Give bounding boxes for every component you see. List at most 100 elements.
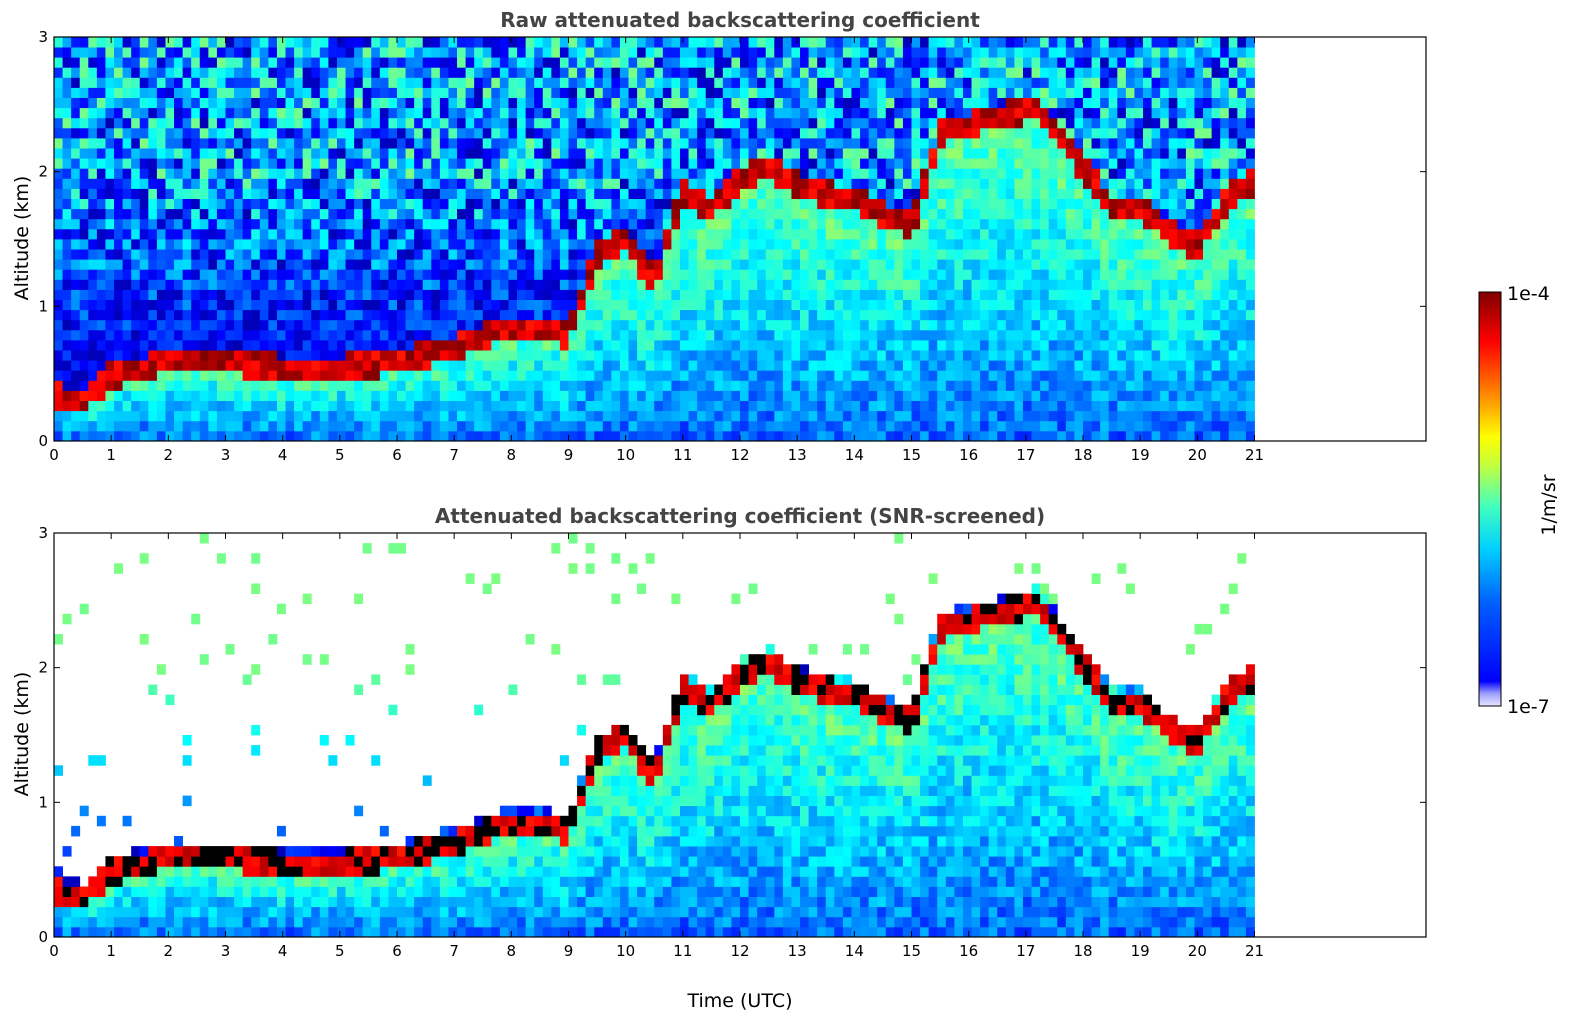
heatmap-cell <box>311 350 321 361</box>
heatmap-cell <box>79 329 89 341</box>
heatmap-cell <box>602 249 612 260</box>
heatmap-cell <box>782 178 792 189</box>
heatmap-cell <box>551 127 561 139</box>
heatmap-cell <box>988 249 998 260</box>
heatmap-cell <box>714 420 724 432</box>
heatmap-cell <box>542 57 552 68</box>
heatmap-cell <box>294 299 304 311</box>
heatmap-cell <box>354 37 364 48</box>
heatmap-cell <box>499 87 509 98</box>
heatmap-cell <box>920 117 930 129</box>
heatmap-cell <box>628 148 638 159</box>
heatmap-cell <box>619 198 629 210</box>
heatmap-cell <box>722 350 732 361</box>
heatmap-cell <box>448 168 458 179</box>
heatmap-cell <box>731 309 741 321</box>
heatmap-cell <box>714 127 724 139</box>
heatmap-cell <box>808 148 818 159</box>
heatmap-cell <box>1074 289 1084 300</box>
heatmap-cell <box>765 420 775 432</box>
heatmap-cell <box>774 370 784 381</box>
heatmap-cell <box>722 57 732 68</box>
heatmap-cell <box>225 360 235 371</box>
heatmap-cell <box>714 228 724 240</box>
heatmap-cell <box>731 97 741 109</box>
heatmap-cell <box>465 198 475 210</box>
heatmap-cell <box>568 77 578 88</box>
heatmap-cell <box>397 410 406 422</box>
heatmap-cell <box>902 138 912 149</box>
heatmap-cell <box>302 37 312 48</box>
heatmap-cell <box>1117 178 1127 189</box>
heatmap-cell <box>1014 309 1024 321</box>
heatmap-cell <box>757 97 767 109</box>
heatmap-cell <box>662 228 672 240</box>
heatmap-cell <box>414 410 424 422</box>
heatmap-cell <box>216 47 226 58</box>
heatmap-cell <box>156 319 166 331</box>
heatmap-cell <box>1065 67 1075 78</box>
heatmap-cell <box>88 390 98 401</box>
heatmap-cell <box>88 340 98 351</box>
heatmap-cell <box>122 329 132 341</box>
heatmap-cell <box>345 289 355 300</box>
heatmap-cell <box>731 390 741 401</box>
heatmap-cell <box>251 309 261 321</box>
heatmap-cell <box>962 168 972 179</box>
heatmap-cell <box>714 218 724 230</box>
heatmap-cell <box>817 178 827 189</box>
heatmap-cell <box>782 239 792 250</box>
heatmap-cell <box>602 279 612 290</box>
heatmap-cell <box>551 329 561 341</box>
heatmap-cell <box>568 269 578 280</box>
heatmap-cell <box>1040 390 1050 401</box>
heatmap-cell <box>62 299 72 311</box>
heatmap-cell <box>319 259 329 270</box>
heatmap-cell <box>774 97 784 109</box>
heatmap-cell <box>96 178 106 189</box>
heatmap-cell <box>577 47 587 58</box>
heatmap-cell <box>997 198 1007 210</box>
heatmap-cell <box>962 138 972 149</box>
heatmap-cell <box>568 138 578 149</box>
heatmap-cell <box>234 117 244 129</box>
heatmap-cell <box>594 390 604 401</box>
heatmap-cell <box>397 400 406 412</box>
heatmap-cell <box>1031 127 1041 139</box>
heatmap-cell <box>980 390 990 401</box>
heatmap-cell <box>808 420 818 432</box>
heatmap-cell <box>551 117 561 129</box>
heatmap-cell <box>688 249 698 260</box>
heatmap-cell <box>525 107 535 119</box>
heatmap-cell <box>1108 239 1118 250</box>
heatmap-cell <box>757 168 767 179</box>
heatmap-cell <box>997 370 1007 381</box>
heatmap-cell <box>328 269 338 280</box>
heatmap-cell <box>276 350 286 361</box>
heatmap-cell <box>491 117 501 129</box>
heatmap-cell <box>911 57 921 68</box>
heatmap-cell <box>800 158 809 169</box>
heatmap-cell <box>1040 67 1050 78</box>
heatmap-cell <box>834 97 844 109</box>
heatmap-cell <box>1057 249 1067 260</box>
heatmap-cell <box>868 87 878 98</box>
heatmap-cell <box>234 239 244 250</box>
heatmap-cell <box>817 400 827 412</box>
heatmap-cell <box>1074 239 1084 250</box>
heatmap-cell <box>482 340 492 351</box>
heatmap-cell <box>319 319 329 331</box>
heatmap-cell <box>105 77 115 88</box>
heatmap-cell <box>508 319 518 331</box>
heatmap-cell <box>439 67 449 78</box>
heatmap-cell <box>431 208 441 220</box>
heatmap-cell <box>474 97 484 109</box>
heatmap-cell <box>54 127 63 139</box>
heatmap-cell <box>757 350 767 361</box>
heatmap-cell <box>216 107 226 119</box>
heatmap-cell <box>825 168 835 179</box>
heatmap-cell <box>517 47 527 58</box>
heatmap-cell <box>525 188 535 199</box>
heatmap-cell <box>354 319 364 331</box>
heatmap-cell <box>602 148 612 159</box>
